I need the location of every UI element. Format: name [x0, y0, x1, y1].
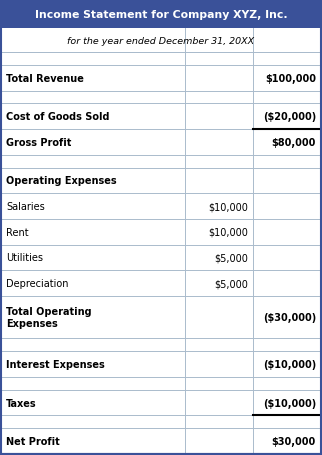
Text: $30,000: $30,000	[272, 436, 316, 446]
Text: Income Statement for Company XYZ, Inc.: Income Statement for Company XYZ, Inc.	[35, 10, 287, 20]
Text: Cost of Goods Sold: Cost of Goods Sold	[6, 112, 109, 122]
Text: ($10,000): ($10,000)	[263, 398, 316, 408]
Bar	[1, 29, 321, 53]
Text: Salaries: Salaries	[6, 202, 45, 212]
Text: Utilities: Utilities	[6, 253, 43, 263]
Text: Depreciation: Depreciation	[6, 278, 69, 288]
Text: $5,000: $5,000	[214, 253, 248, 263]
Text: $80,000: $80,000	[272, 137, 316, 147]
Text: for the year ended December 31, 20XX: for the year ended December 31, 20XX	[67, 36, 255, 46]
Text: Interest Expenses: Interest Expenses	[6, 359, 105, 369]
Text: Total Revenue: Total Revenue	[6, 74, 84, 84]
Text: Total Operating
Expenses: Total Operating Expenses	[6, 307, 92, 329]
Bar	[1, 1, 321, 29]
Text: Gross Profit: Gross Profit	[6, 137, 71, 147]
Text: Rent: Rent	[6, 228, 29, 238]
Text: Taxes: Taxes	[6, 398, 37, 408]
Text: ($10,000): ($10,000)	[263, 359, 316, 369]
Text: Operating Expenses: Operating Expenses	[6, 176, 117, 186]
Text: ($20,000): ($20,000)	[263, 112, 316, 122]
Text: Net Profit: Net Profit	[6, 436, 60, 446]
Text: $10,000: $10,000	[208, 228, 248, 238]
Text: ($30,000): ($30,000)	[263, 313, 316, 323]
Text: $100,000: $100,000	[265, 74, 316, 84]
Text: $5,000: $5,000	[214, 278, 248, 288]
Text: $10,000: $10,000	[208, 202, 248, 212]
